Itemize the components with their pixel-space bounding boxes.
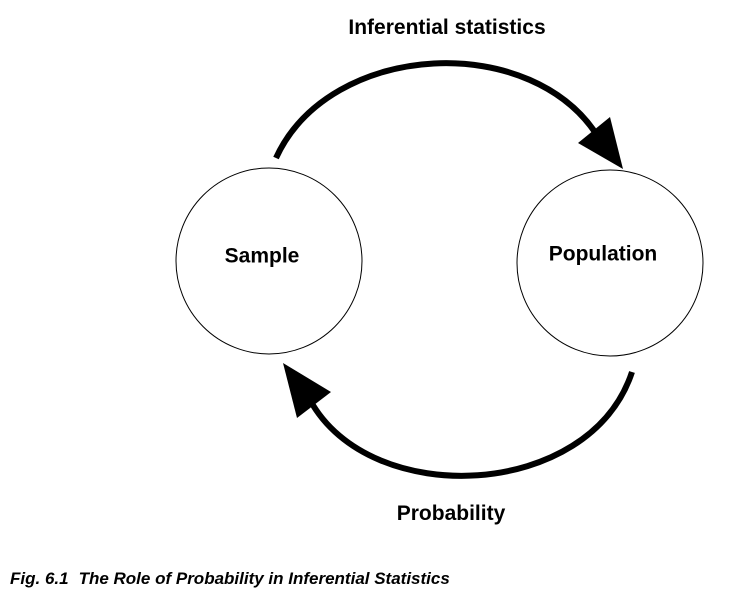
sample-label: Sample [224,244,300,268]
probability-label: Probability [396,502,506,525]
population-circle [516,169,704,357]
population-label: Population [548,242,658,266]
inferential-arrow-arc [273,60,603,160]
figure-title: The Role of Probability in Inferential S… [78,569,450,588]
inferential-arrowhead [578,117,623,169]
figure-caption: Fig. 6.1 The Role of Probability in Infer… [10,570,450,587]
sample-circle [175,167,363,355]
probability-arrow-arc [307,371,635,479]
figure-number: Fig. 6.1 [10,569,69,588]
probability-arrowhead [283,363,331,418]
inferential-statistics-label: Inferential statistics [348,16,546,39]
